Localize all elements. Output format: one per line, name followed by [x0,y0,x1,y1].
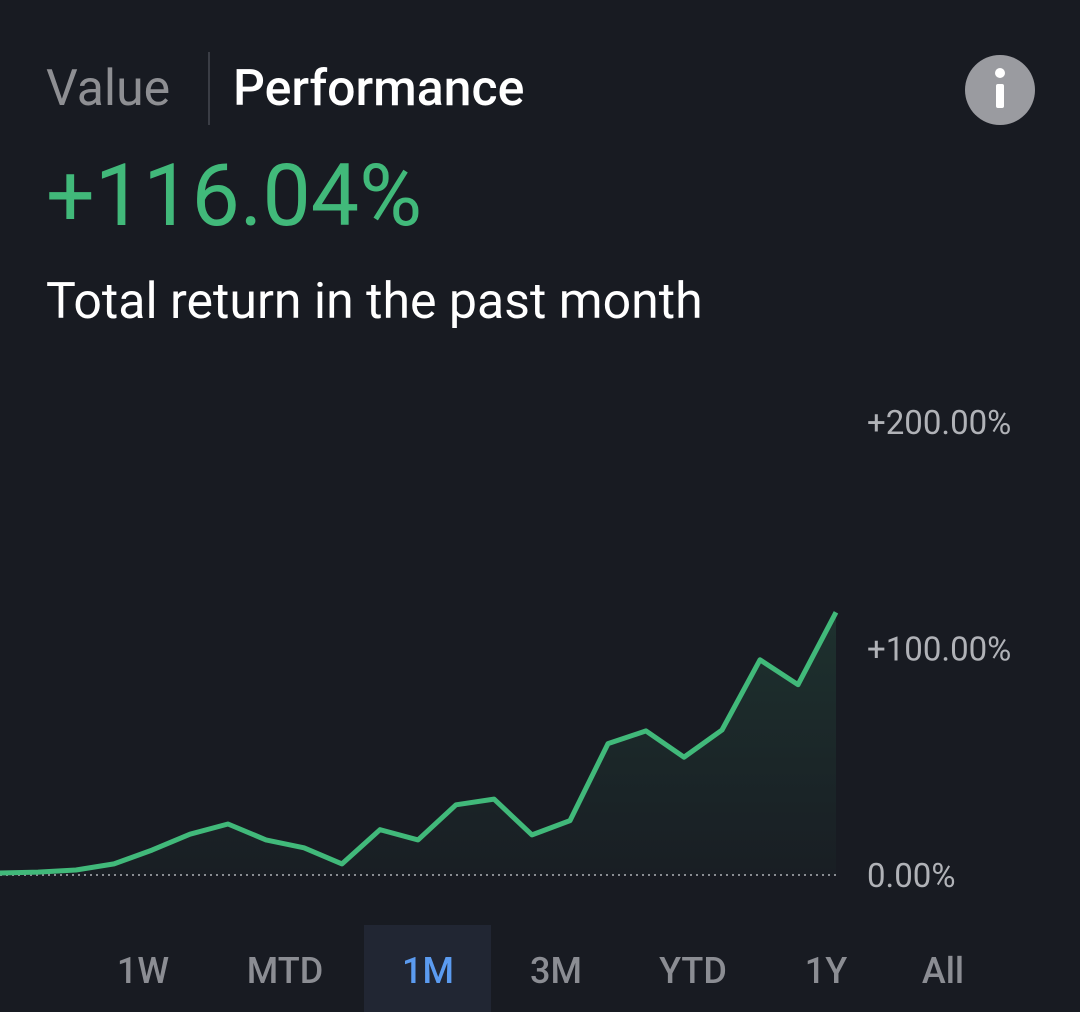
y-tick-label: +100.00% [867,631,1011,670]
view-tab[interactable]: Value [46,60,170,118]
area [0,612,836,875]
range-tab[interactable]: MTD [247,950,323,992]
range-tab[interactable]: 1M [402,950,454,992]
info-icon-stem [996,84,1004,108]
total-return: +116.04% [46,145,422,246]
line [0,611,839,876]
range-tab[interactable]: All [922,950,964,992]
info-button[interactable] [965,55,1035,125]
selected-range-bg [364,925,491,1012]
y-tick-label: +200.00% [867,404,1011,443]
range-tab[interactable]: 3M [530,950,582,992]
info-icon-dot [995,68,1005,78]
range-tab[interactable]: YTD [659,950,727,992]
y-tick-label: 0.00% [867,857,956,896]
view-tab[interactable]: Performance [233,60,524,118]
range-tab[interactable]: 1Y [805,950,847,992]
return-caption: Total return in the past month [46,273,703,331]
range-tab[interactable]: 1W [117,950,169,992]
